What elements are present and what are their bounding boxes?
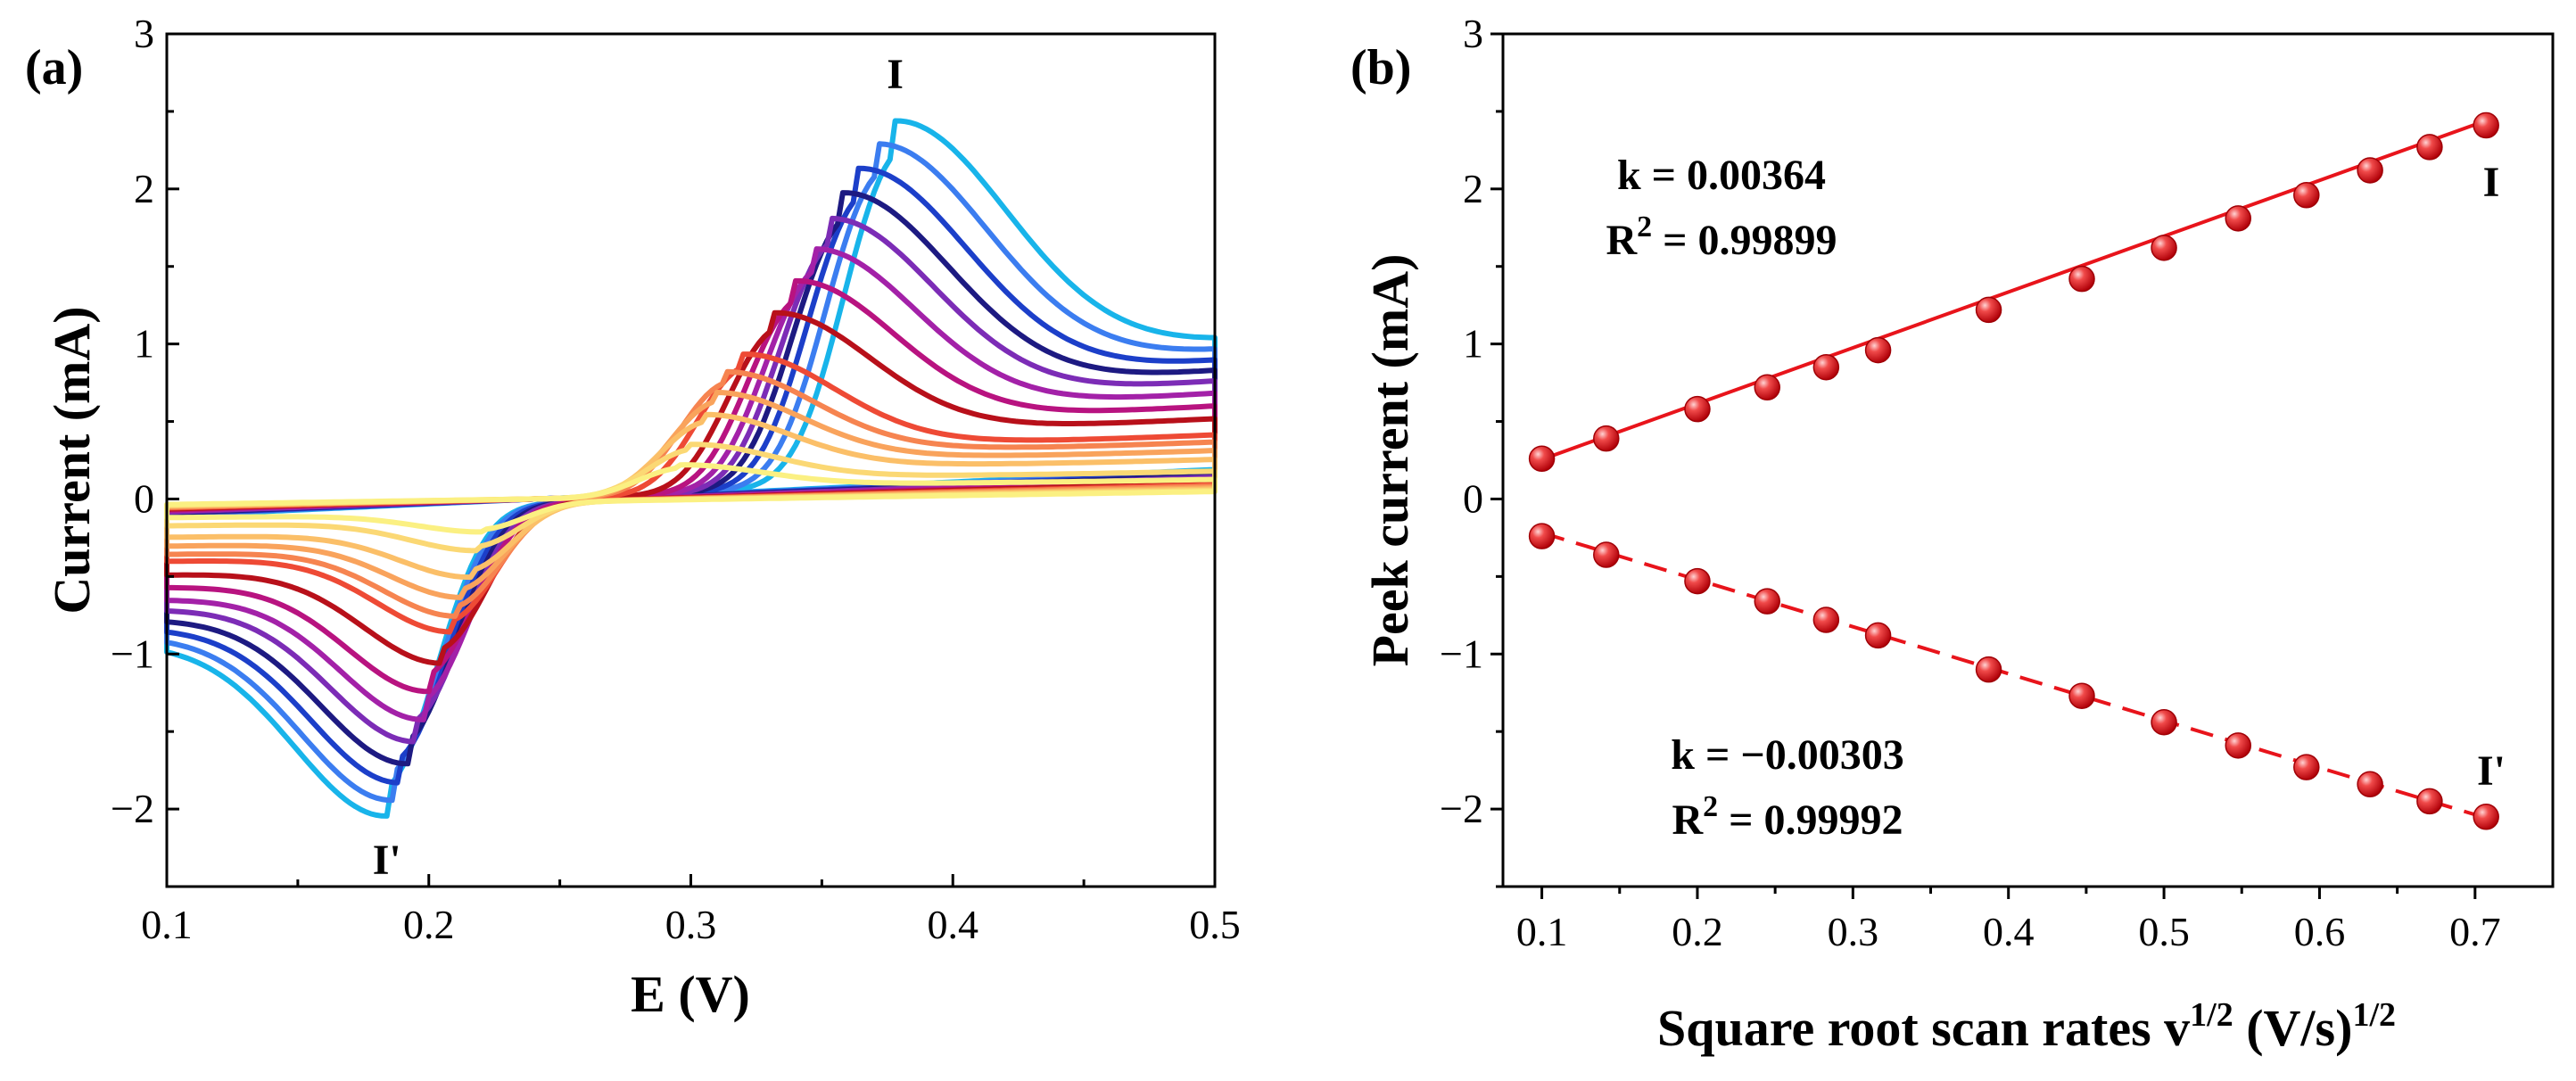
panel-b-ticks: 0.1 0.2 0.3 0.4 0.5 0.6 0.7 −2 −1 0 1 2 3 (1440, 11, 2501, 954)
data-point (2473, 111, 2499, 139)
data-point (1754, 374, 1781, 401)
data-point (2293, 182, 2320, 209)
data-point (2293, 754, 2320, 780)
data-point (1528, 523, 1556, 549)
data-point (1864, 622, 1892, 649)
data-point (2151, 709, 2177, 736)
data-point (1975, 656, 2002, 683)
panel-a-ticks: 0.1 0.2 0.3 0.4 0.5 −2 −1 0 1 2 3 (111, 11, 1241, 947)
data-point (2225, 732, 2251, 759)
panel-b-frame (1501, 32, 2555, 888)
y-tick-label: 1 (1463, 321, 1483, 367)
x-tick-label: 0.1 (141, 902, 193, 947)
panel-b-x-axis-title: Square root scan rates v1/2 (V/s)1/2 (1657, 996, 2396, 1057)
data-point (1684, 567, 1711, 595)
panel-a-cyclic-voltammetry: (a) 0.1 0.2 0.3 0.4 0.5 −2 −1 0 1 2 3 E (V) Curren… (25, 11, 1241, 1023)
data-point (2225, 205, 2251, 232)
x-tick-label: 0.1 (1516, 909, 1568, 954)
series-label-I-prime: I' (2477, 747, 2506, 795)
data-point (1593, 541, 1620, 568)
x-title-main: Square root scan rates v (1657, 999, 2190, 1057)
x-title-sup-2: 1/2 (2352, 996, 2396, 1034)
peak-label: I (887, 51, 904, 98)
x-tick-label: 0.6 (2294, 909, 2346, 954)
data-point (1528, 445, 1556, 473)
y-tick-label: −2 (111, 786, 154, 831)
panel-a-x-axis-title: E (V) (631, 965, 750, 1023)
cv-curves (164, 118, 1218, 819)
y-tick-label: −1 (1440, 631, 1483, 676)
x-tick-label: 0.4 (928, 902, 979, 947)
data-point (2473, 804, 2499, 830)
x-tick-label: 0.4 (1983, 909, 2035, 954)
y-tick-label: 1 (134, 321, 154, 367)
x-tick-label: 0.2 (403, 902, 455, 947)
data-point (1812, 353, 1840, 381)
fit-I-r2: R2 = 0.99899 (1606, 210, 1837, 264)
data-point (1754, 588, 1781, 615)
y-tick-label: 0 (1463, 475, 1483, 521)
x-tick-label: 0.5 (1189, 902, 1241, 947)
fit-I-prime-r2: R2 = 0.99992 (1672, 790, 1903, 844)
data-point (2416, 134, 2443, 161)
fit-I-prime-k: k = −0.00303 (1671, 731, 1903, 779)
y-tick-label: 0 (134, 475, 154, 521)
y-tick-label: −2 (1440, 786, 1483, 831)
x-tick-label: 0.3 (1828, 909, 1879, 954)
y-tick-label: −1 (111, 631, 154, 676)
data-point (1684, 395, 1711, 423)
data-point (2068, 682, 2095, 709)
x-tick-label: 0.5 (2138, 909, 2190, 954)
y-tick-label: 2 (134, 166, 154, 211)
y-tick-label: 3 (134, 11, 154, 56)
fit-I-k: k = 0.00364 (1617, 152, 1826, 199)
data-point (2357, 157, 2383, 184)
series-label-I: I (2483, 159, 2500, 206)
peak-label: I' (373, 837, 401, 884)
y-tick-label: 3 (1463, 11, 1483, 56)
data-points (1528, 111, 2499, 830)
panel-a-label: (a) (25, 40, 83, 95)
data-point (1593, 425, 1620, 452)
panel-b-label: (b) (1350, 40, 1411, 95)
x-tick-label: 0.2 (1672, 909, 1723, 954)
data-point (2151, 235, 2177, 261)
x-tick-label: 0.7 (2449, 909, 2501, 954)
panel-a-peak-labels: I I' (373, 51, 904, 884)
data-point (1975, 296, 2002, 324)
data-point (1864, 336, 1892, 364)
data-point (2357, 771, 2383, 798)
y-tick-label: 2 (1463, 166, 1483, 211)
x-tick-label: 0.3 (665, 902, 717, 947)
panel-b-peak-current: (b) 0.1 0.2 0.3 0.4 0.5 0.6 0.7 −2 −1 0 1 2 3 Peek c… (1350, 11, 2555, 1057)
data-point (1812, 607, 1840, 633)
data-point (2416, 788, 2443, 815)
x-title-mid: (V/s) (2233, 999, 2353, 1057)
x-title-sup-1: 1/2 (2190, 996, 2233, 1034)
data-point (2068, 265, 2095, 293)
panel-a-y-axis-title: Current (mA) (43, 306, 101, 614)
panel-b-y-axis-title: Peek current (mA) (1361, 254, 1419, 667)
